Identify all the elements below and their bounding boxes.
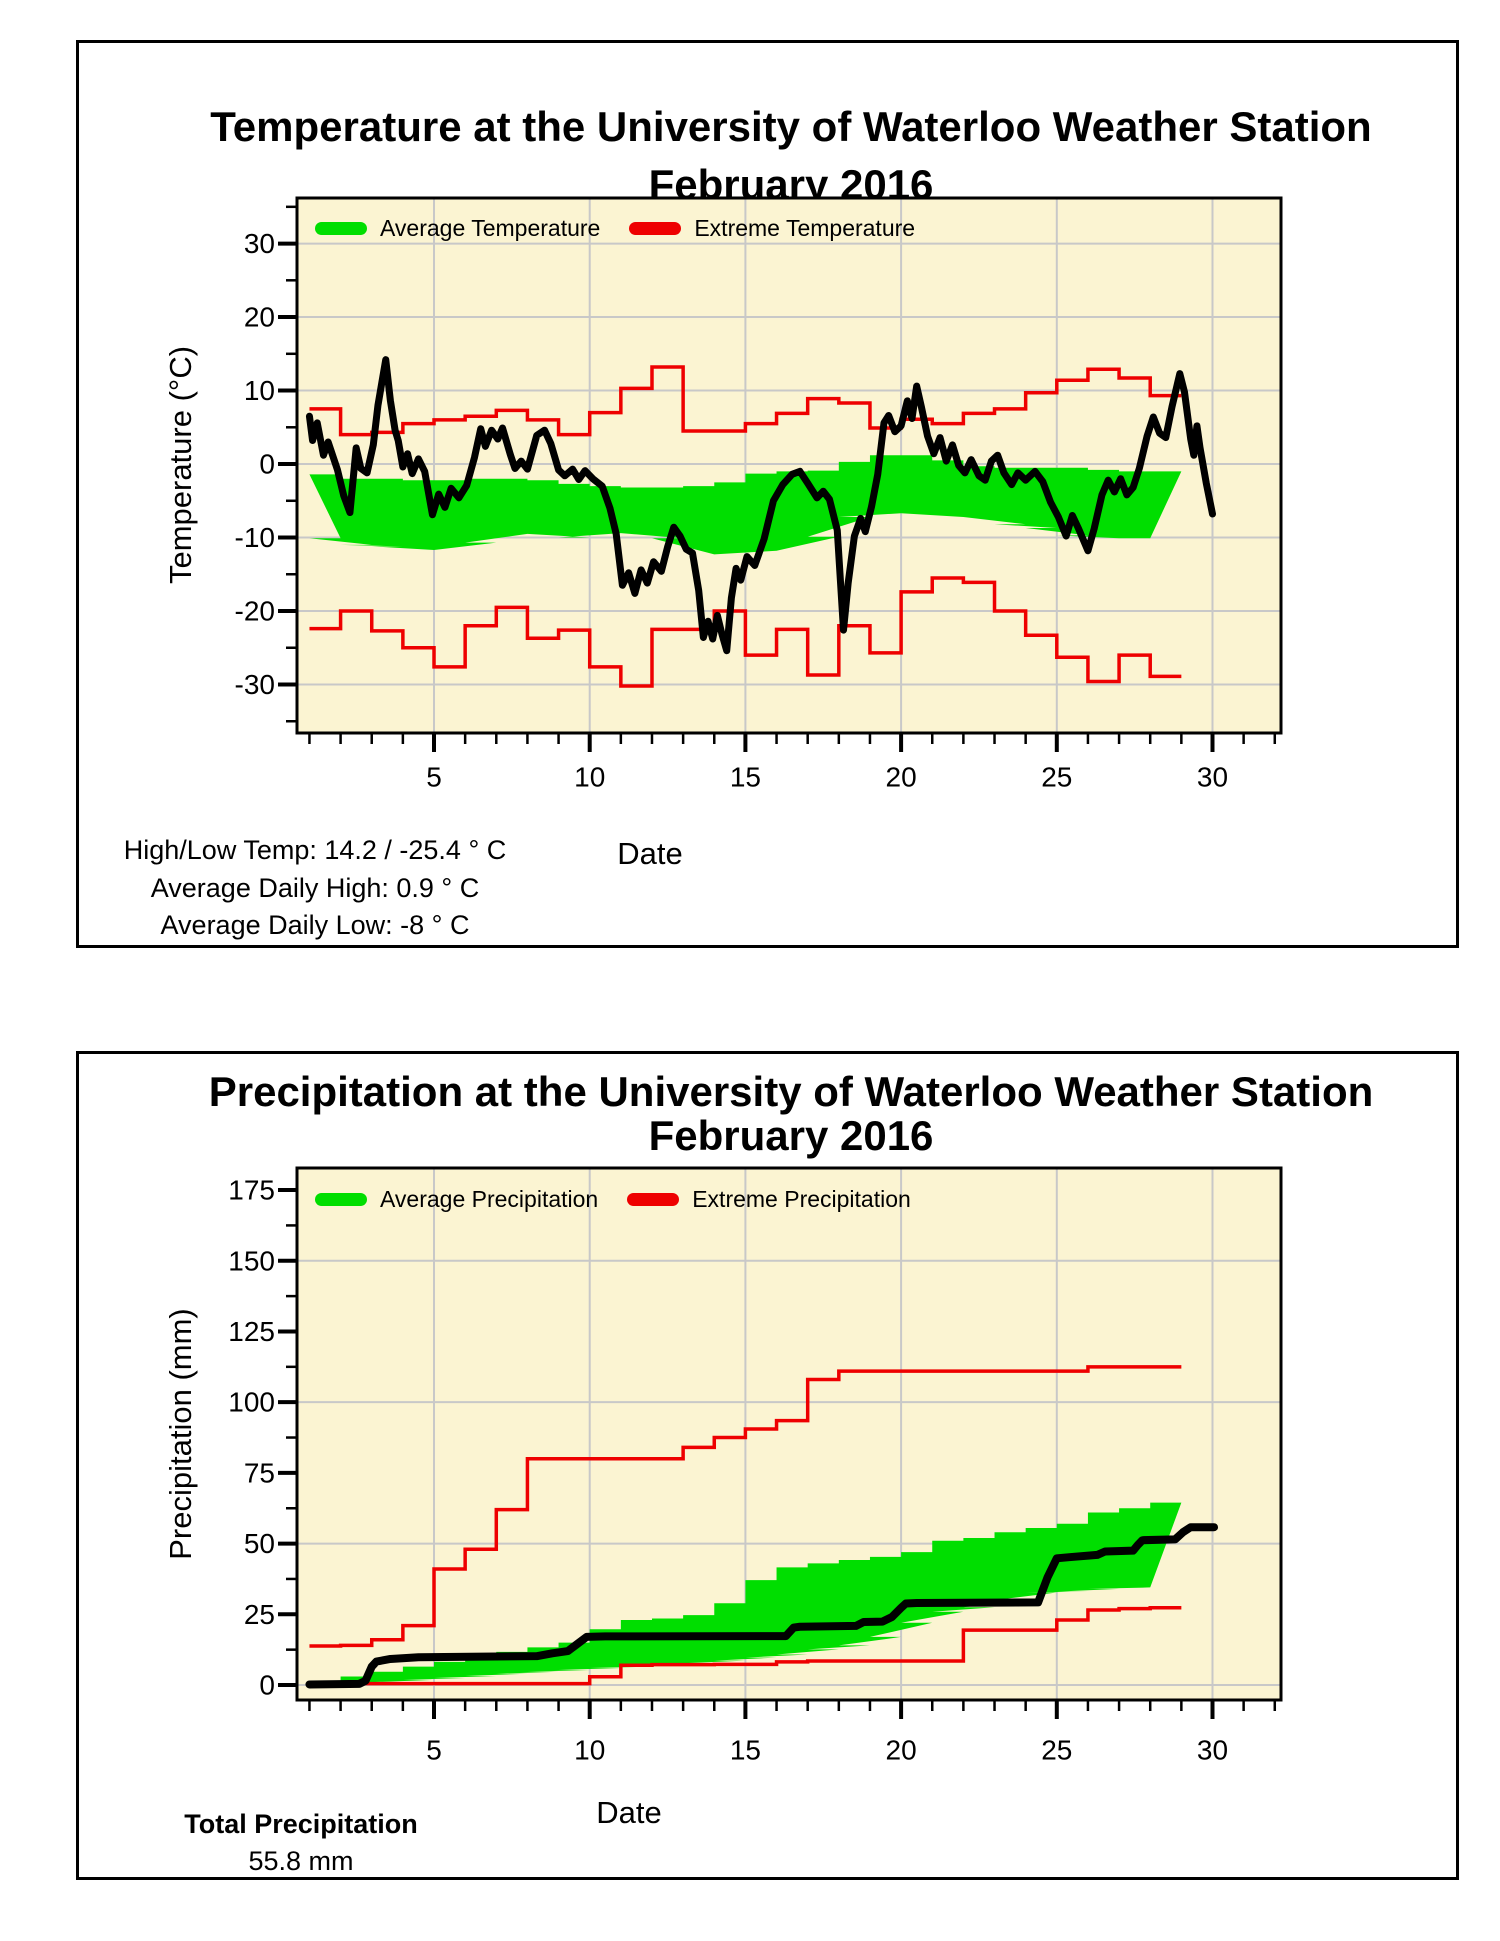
extreme-precipitation-swatch-icon [627, 1193, 680, 1206]
temperature-plot: 5 10 15 20 25 30 30 20 10 0 -10 -20 -30 [235, 196, 1283, 793]
precipitation-observed-line [305, 1523, 1219, 1689]
svg-text:75: 75 [244, 1457, 275, 1488]
svg-text:-30: -30 [235, 669, 275, 700]
precipitation-chart-title: Precipitation at the University of Water… [79, 1070, 1456, 1158]
average-temperature-swatch-icon [315, 222, 367, 235]
svg-text:30: 30 [1197, 1735, 1228, 1766]
average-temperature-legend-label: Average Temperature [380, 215, 601, 241]
svg-text:175: 175 [228, 1175, 275, 1206]
precipitation-average-band [309, 1502, 1182, 1685]
temperature-x-axis-label: Date [617, 836, 683, 871]
svg-text:-20: -20 [235, 596, 275, 627]
svg-text:20: 20 [244, 302, 275, 333]
extreme-temperature-legend-label: Extreme Temperature [694, 215, 916, 241]
svg-text:20: 20 [886, 762, 917, 793]
precipitation-title-line2: February 2016 [648, 1112, 934, 1159]
svg-text:15: 15 [730, 762, 761, 793]
svg-text:10: 10 [244, 375, 275, 406]
svg-text:15: 15 [730, 1735, 761, 1766]
temperature-extreme-line-high [309, 365, 1182, 437]
temperature-y-axis-label: Temperature (°C) [163, 345, 198, 585]
svg-text:10: 10 [574, 1735, 605, 1766]
svg-text:10: 10 [574, 762, 605, 793]
temperature-legend: Average Temperature Extreme Temperature [315, 215, 915, 242]
precipitation-panel: Precipitation at the University of Water… [76, 1051, 1459, 1880]
temperature-observed-line [305, 356, 1216, 655]
precipitation-title-line1: Precipitation at the University of Water… [208, 1068, 1374, 1115]
svg-text:150: 150 [228, 1245, 275, 1276]
extreme-temperature-swatch-icon [629, 222, 682, 235]
svg-text:0: 0 [259, 449, 275, 480]
total-precipitation-label: Total Precipitation [184, 1809, 418, 1839]
temperature-extreme-line-low [309, 576, 1182, 688]
svg-text:20: 20 [886, 1735, 917, 1766]
temperature-chart-title: Temperature at the University of Waterlo… [79, 98, 1456, 214]
temperature-title-line1: Temperature at the University of Waterlo… [210, 103, 1372, 150]
svg-text:5: 5 [426, 1735, 442, 1766]
svg-text:25: 25 [244, 1599, 275, 1630]
temperature-panel: Temperature at the University of Waterlo… [76, 40, 1459, 948]
svg-text:25: 25 [1041, 762, 1072, 793]
precipitation-plot-border [295, 1166, 1283, 1702]
svg-text:0: 0 [259, 1670, 275, 1701]
precipitation-ticks [278, 1188, 1277, 1719]
average-daily-low-stat: Average Daily Low: -8 ° C [160, 910, 470, 940]
average-precipitation-legend-label: Average Precipitation [380, 1186, 599, 1212]
precipitation-y-axis-label: Precipitation (mm) [163, 1308, 198, 1560]
svg-text:125: 125 [228, 1316, 275, 1347]
total-precipitation-value: 55.8 mm [248, 1846, 354, 1876]
average-precipitation-swatch-icon [315, 1193, 367, 1206]
svg-text:50: 50 [244, 1528, 275, 1559]
precipitation-extreme-line-low [309, 1606, 1182, 1686]
svg-text:-10: -10 [235, 522, 275, 553]
svg-text:5: 5 [426, 762, 442, 793]
extreme-precipitation-legend-label: Extreme Precipitation [692, 1186, 911, 1212]
precipitation-legend: Average Precipitation Extreme Precipitat… [315, 1186, 911, 1213]
temperature-plot-area [297, 198, 1281, 733]
svg-text:100: 100 [228, 1387, 275, 1418]
temperature-average-band [309, 455, 1182, 555]
precipitation-tick-labels: 5 10 15 20 25 30 175 150 125 100 75 50 25 0 [228, 1175, 1228, 1766]
temperature-stats: High/Low Temp: 14.2 / -25.4 ° C Average … [79, 832, 551, 945]
svg-text:30: 30 [1197, 762, 1228, 793]
svg-text:30: 30 [244, 228, 275, 259]
precipitation-x-axis-label: Date [596, 1795, 662, 1830]
precipitation-plot: 5 10 15 20 25 30 175 150 125 100 75 50 25 0 [228, 1166, 1283, 1766]
svg-text:25: 25 [1041, 1735, 1072, 1766]
total-precipitation-block: Total Precipitation 55.8 mm [79, 1806, 523, 1880]
high-low-temp-stat: High/Low Temp: 14.2 / -25.4 ° C [123, 835, 507, 865]
precipitation-extreme-line-high [309, 1365, 1182, 1648]
temperature-tick-labels: 5 10 15 20 25 30 30 20 10 0 -10 -20 -30 [235, 228, 1229, 792]
average-daily-high-stat: Average Daily High: 0.9 ° C [150, 872, 480, 903]
temperature-ticks [278, 205, 1277, 752]
